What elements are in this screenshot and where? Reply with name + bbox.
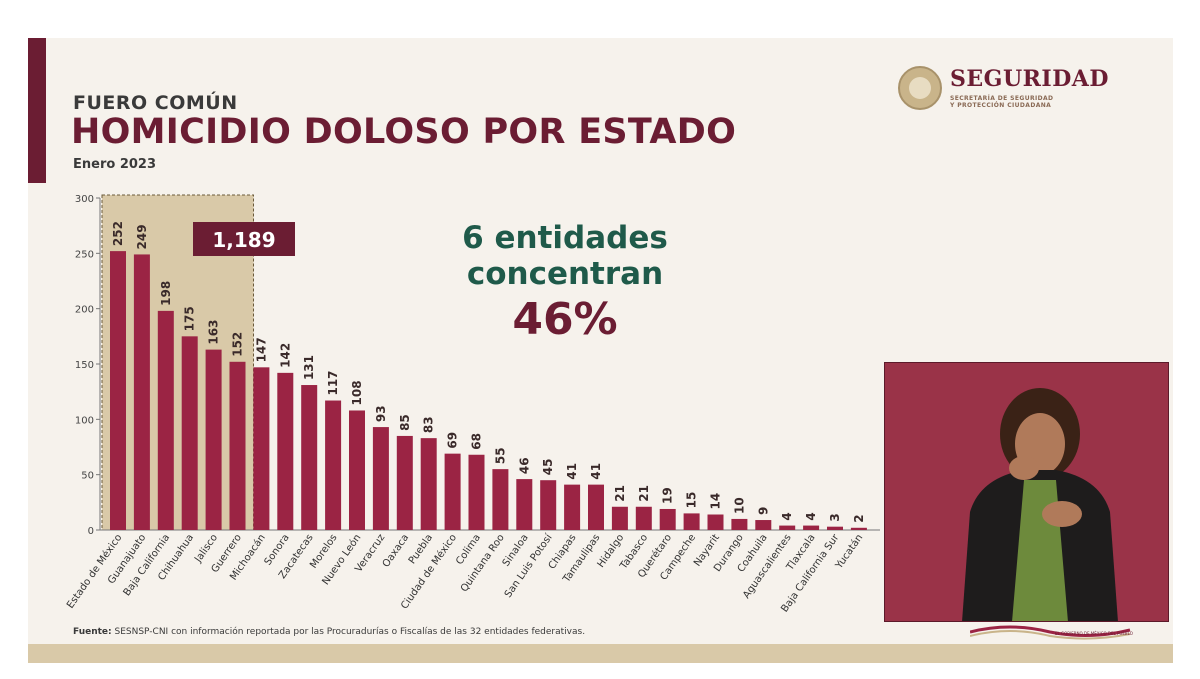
bar bbox=[372, 427, 389, 530]
national-seal-icon bbox=[898, 66, 942, 110]
bar bbox=[492, 469, 509, 530]
video-frame bbox=[884, 362, 1169, 622]
logo-subtitle: SECRETARÍA DE SEGURIDAD Y PROTECCIÓN CIU… bbox=[950, 95, 1053, 109]
bar bbox=[205, 349, 222, 530]
data-label: 4 bbox=[804, 512, 818, 520]
data-label: 15 bbox=[685, 492, 699, 509]
left-accent-bar bbox=[28, 38, 46, 183]
bar bbox=[229, 361, 246, 530]
source-note: Fuente: SESNSP-CNI con información repor… bbox=[73, 627, 585, 637]
y-tick-label: 300 bbox=[75, 194, 94, 205]
data-label: 41 bbox=[589, 463, 603, 480]
ribbon-decoration bbox=[970, 625, 1131, 640]
sign-language-interpreter-video bbox=[884, 362, 1169, 622]
bar bbox=[731, 518, 748, 530]
bar bbox=[133, 254, 150, 530]
bar bbox=[635, 506, 652, 530]
bar bbox=[301, 385, 318, 530]
data-label: 163 bbox=[207, 320, 221, 345]
data-label: 147 bbox=[254, 337, 268, 362]
source-label: Fuente: bbox=[73, 627, 112, 637]
data-label: 14 bbox=[709, 493, 723, 510]
bar bbox=[157, 310, 174, 530]
bar bbox=[110, 251, 126, 530]
message-line2: concentran bbox=[466, 256, 664, 292]
y-tick-label: 0 bbox=[88, 526, 94, 537]
header-date: Enero 2023 bbox=[73, 157, 157, 172]
logo-subtitle-line1: SECRETARÍA DE SEGURIDAD bbox=[950, 95, 1054, 102]
data-label: 198 bbox=[159, 281, 173, 306]
bar bbox=[755, 520, 772, 530]
bar bbox=[827, 526, 843, 530]
data-label: 249 bbox=[135, 224, 149, 249]
bar bbox=[277, 372, 294, 530]
data-label: 19 bbox=[661, 487, 675, 504]
data-label: 4 bbox=[780, 512, 794, 520]
data-label: 10 bbox=[732, 497, 746, 514]
message-line1: 6 entidades bbox=[462, 220, 668, 256]
page-title: HOMICIDIO DOLOSO POR ESTADO bbox=[71, 112, 737, 152]
data-label: 41 bbox=[565, 463, 579, 480]
data-label: 2 bbox=[852, 514, 866, 522]
seguridad-logo: SEGURIDAD SECRETARÍA DE SEGURIDAD Y PROT… bbox=[898, 66, 1138, 112]
bar bbox=[396, 435, 413, 530]
x-tick-label: Quintana Roo bbox=[459, 532, 507, 594]
data-label: 85 bbox=[398, 414, 412, 431]
bar bbox=[325, 400, 342, 530]
bar bbox=[611, 506, 628, 530]
y-tick-label: 50 bbox=[81, 471, 94, 482]
bar bbox=[659, 508, 676, 530]
data-label: 142 bbox=[278, 343, 292, 368]
bar bbox=[564, 484, 581, 530]
concentration-message: 6 entidades concentran 46% bbox=[430, 220, 700, 348]
highlight-total-label: 1,189 bbox=[212, 228, 275, 252]
y-tick-label: 250 bbox=[75, 249, 94, 260]
bar bbox=[181, 336, 198, 530]
data-label: 21 bbox=[613, 485, 627, 502]
data-label: 175 bbox=[183, 306, 197, 331]
bar bbox=[468, 454, 485, 530]
header-kicker: FUERO COMÚN bbox=[73, 92, 238, 114]
bar bbox=[444, 453, 461, 530]
data-label: 21 bbox=[637, 485, 651, 502]
logo-wordmark: SEGURIDAD bbox=[950, 66, 1109, 92]
message-percent: 46% bbox=[512, 294, 618, 345]
data-label: 46 bbox=[517, 457, 531, 474]
data-label: 45 bbox=[541, 458, 555, 475]
bar bbox=[349, 410, 365, 530]
bottom-band bbox=[28, 644, 1173, 663]
bar bbox=[588, 484, 604, 530]
bar bbox=[803, 525, 820, 530]
bar bbox=[707, 514, 724, 530]
data-label: 68 bbox=[470, 433, 484, 450]
footer-caption: EL GOBIERNO DE MÉXICO DEL PUEBLO bbox=[1055, 631, 1133, 636]
data-label: 69 bbox=[446, 432, 460, 449]
data-label: 152 bbox=[231, 332, 245, 357]
y-tick-label: 100 bbox=[75, 415, 94, 426]
source-text: SESNSP-CNI con información reportada por… bbox=[114, 627, 586, 637]
interpreter-figure bbox=[962, 388, 1118, 622]
y-tick-label: 150 bbox=[75, 360, 94, 371]
bar bbox=[779, 525, 796, 530]
data-label: 252 bbox=[111, 221, 125, 246]
data-label: 3 bbox=[828, 513, 842, 521]
data-label: 93 bbox=[374, 405, 388, 422]
data-label: 83 bbox=[422, 416, 436, 433]
bar bbox=[683, 513, 700, 530]
y-tick-label: 200 bbox=[75, 305, 94, 316]
highlight-total-box bbox=[193, 222, 295, 256]
bar bbox=[420, 438, 437, 530]
data-label: 55 bbox=[493, 447, 507, 464]
data-label: 117 bbox=[326, 370, 340, 395]
bar bbox=[540, 480, 557, 530]
data-label: 108 bbox=[350, 380, 364, 405]
bar bbox=[850, 527, 867, 530]
data-label: 131 bbox=[302, 355, 316, 380]
data-label: 9 bbox=[756, 507, 770, 515]
logo-subtitle-line2: Y PROTECCIÓN CIUDADANA bbox=[950, 102, 1052, 109]
bar bbox=[253, 367, 270, 530]
bar bbox=[516, 479, 533, 530]
